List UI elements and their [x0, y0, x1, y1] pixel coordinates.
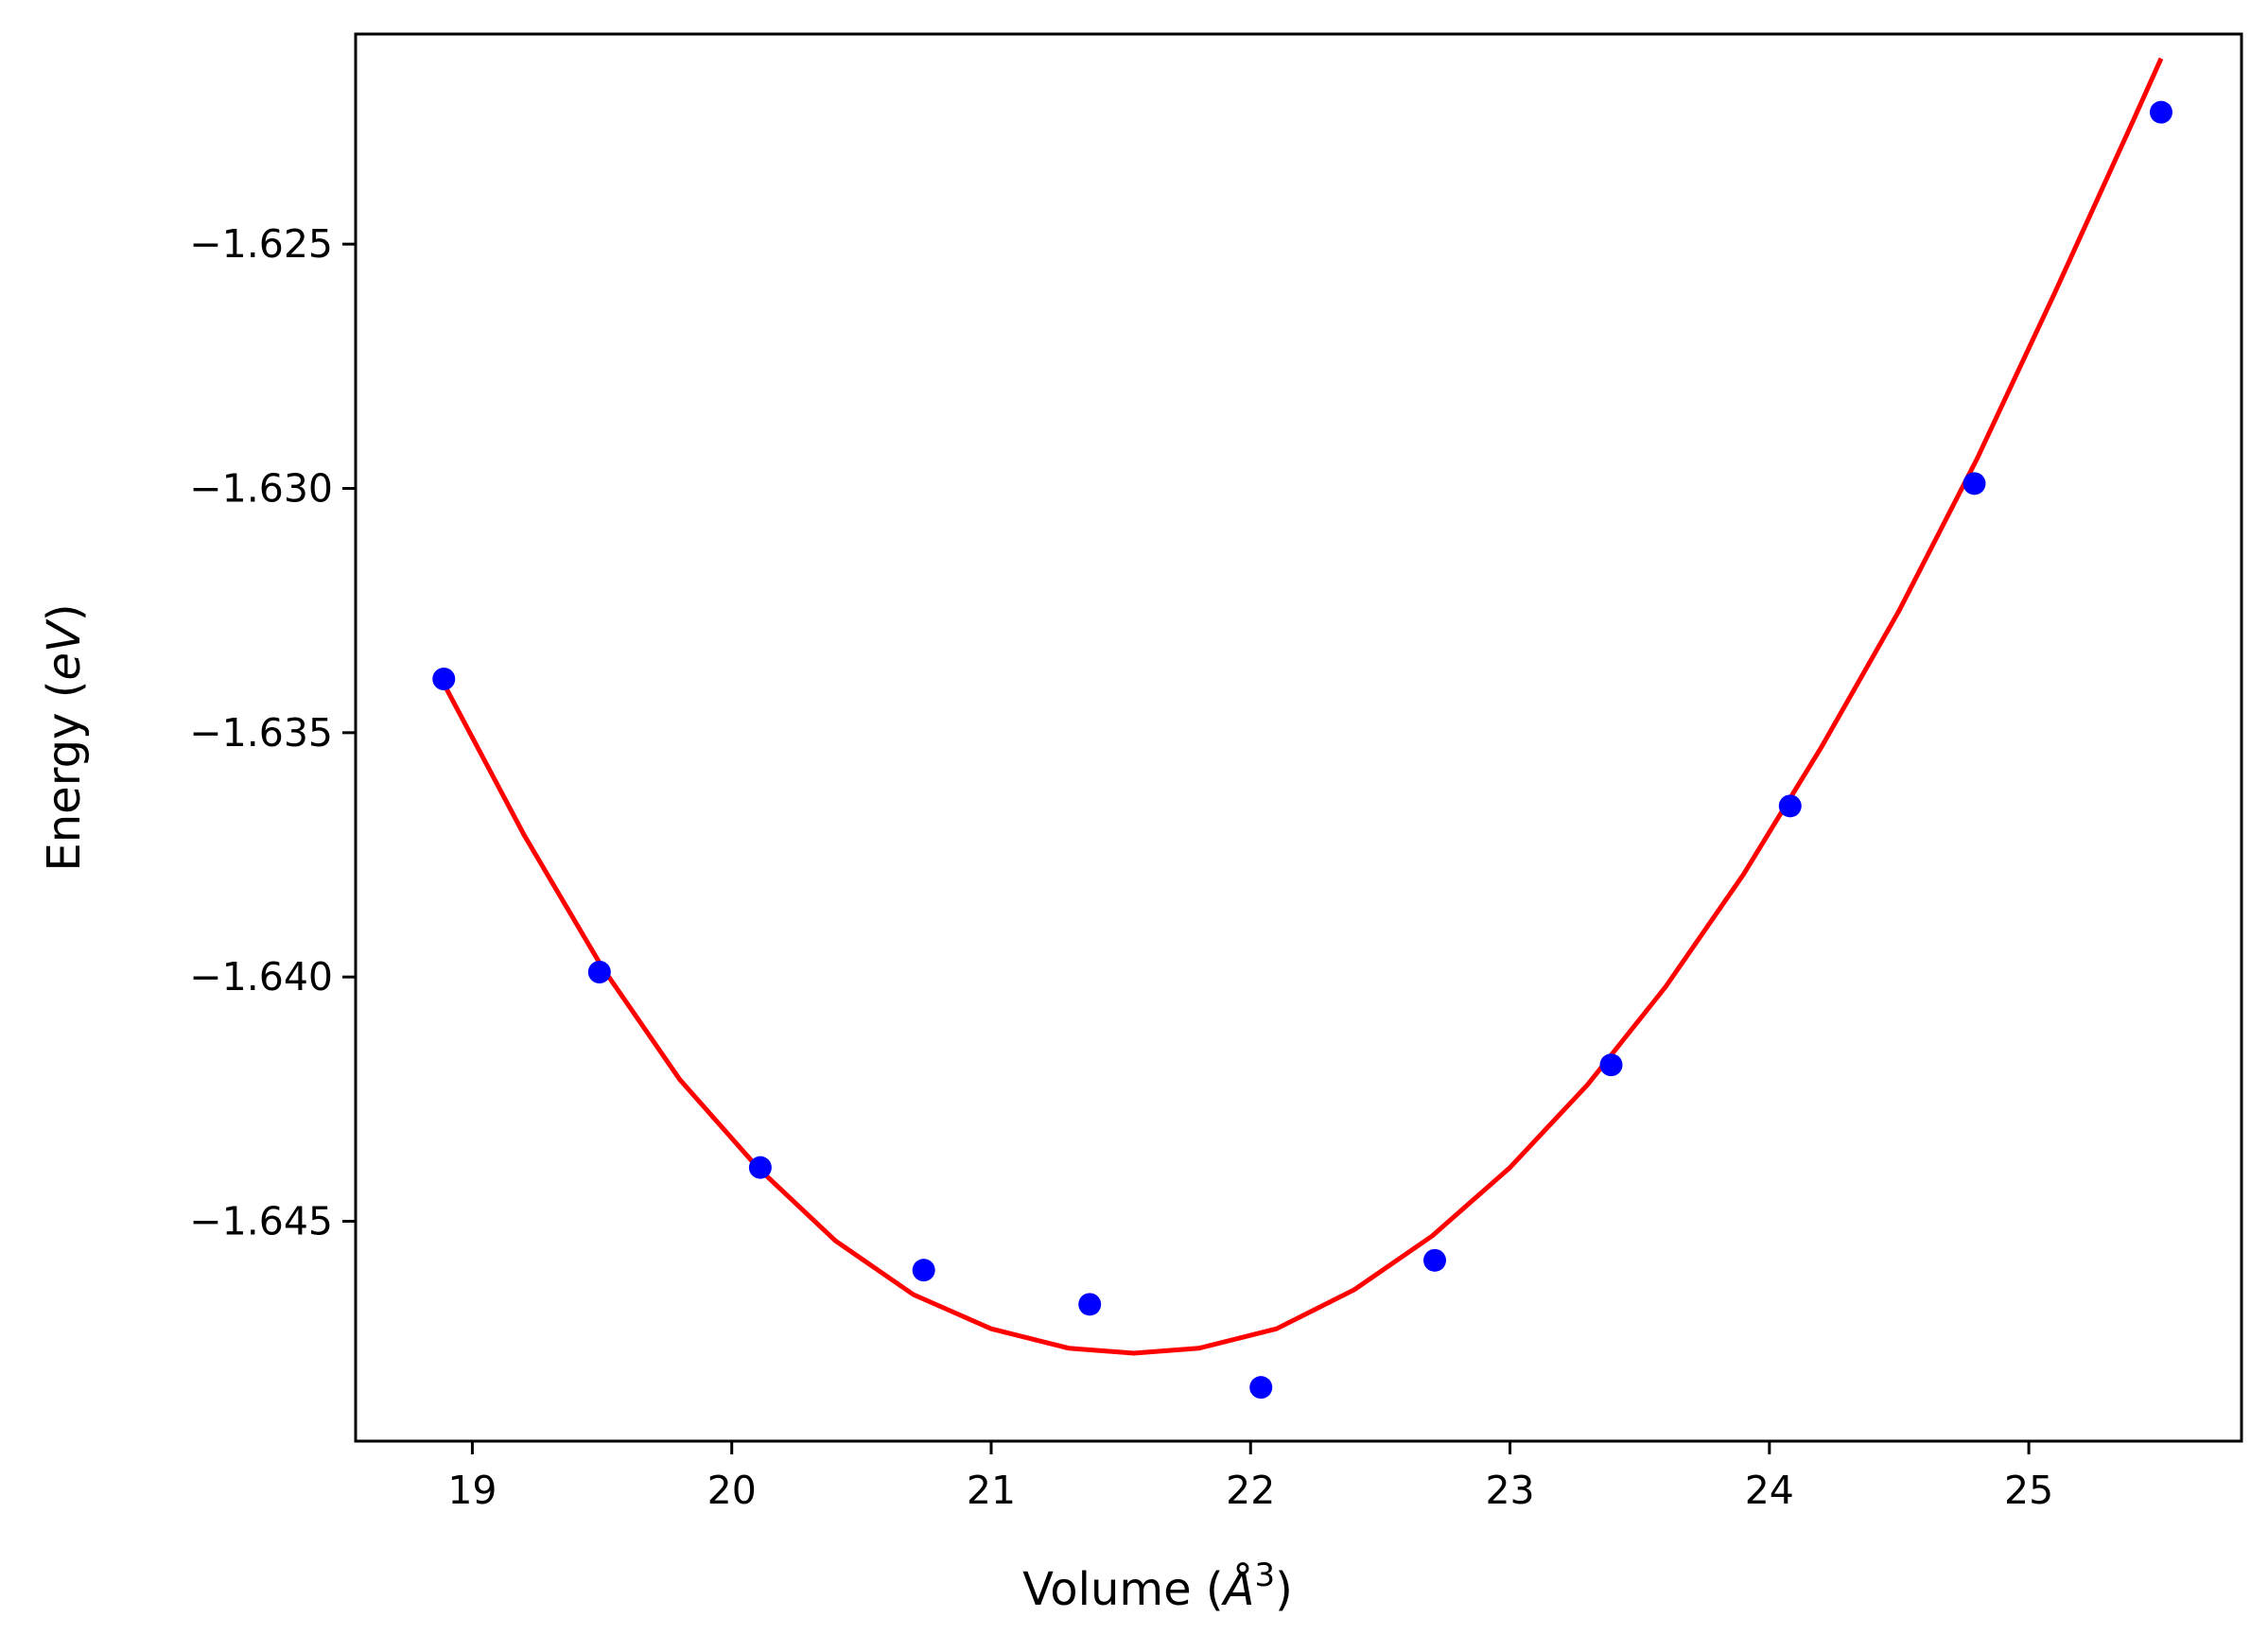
y-axis-ticks: −1.625 −1.630 −1.635 −1.640 −1.645 [189, 221, 356, 1244]
fit-curve-line [442, 57, 2164, 1356]
data-point [1778, 794, 1802, 818]
data-point [912, 1259, 935, 1282]
x-tick-label: 21 [967, 1468, 1016, 1513]
x-tick-label: 25 [2004, 1468, 2053, 1513]
data-point [587, 961, 611, 983]
x-axis-unit-exponent: 3 [1254, 1556, 1275, 1594]
x-axis-ticks: 19 20 21 22 23 24 25 [447, 1441, 2053, 1513]
fit-curve-layer [442, 57, 2164, 1356]
data-point [1249, 1376, 1273, 1400]
x-axis-label-close: ) [1275, 1563, 1293, 1616]
plot-frame [354, 32, 2243, 1443]
data-point [1599, 1053, 1623, 1077]
y-tick-label: −1.625 [189, 221, 333, 267]
data-points-layer [432, 100, 2172, 1400]
x-tick-label: 23 [1485, 1468, 1534, 1513]
y-axis-unit: eV [38, 618, 91, 681]
x-axis-unit-base: Å [1221, 1562, 1255, 1616]
y-axis-label-text: Energy ( [38, 681, 91, 872]
y-tick-label: −1.645 [189, 1199, 333, 1244]
y-axis-label-close: ) [38, 603, 91, 621]
y-tick-label: −1.640 [189, 954, 333, 1000]
x-axis-label: Volume (Å3) [1022, 1556, 1293, 1616]
y-axis-label: Energy (eV) [38, 603, 91, 871]
data-point [432, 668, 456, 690]
x-tick-label: 20 [707, 1468, 757, 1513]
data-point [748, 1156, 772, 1179]
y-tick-label: −1.635 [189, 710, 333, 756]
data-point [2149, 100, 2172, 124]
x-tick-label: 24 [1745, 1468, 1794, 1513]
data-point [1963, 472, 1986, 496]
x-axis-label-text: Volume ( [1022, 1563, 1224, 1616]
data-point [1078, 1293, 1102, 1316]
x-tick-label: 19 [447, 1468, 497, 1513]
data-point [1422, 1248, 1446, 1272]
y-tick-label: −1.630 [189, 466, 333, 512]
x-tick-label: 22 [1226, 1468, 1275, 1513]
